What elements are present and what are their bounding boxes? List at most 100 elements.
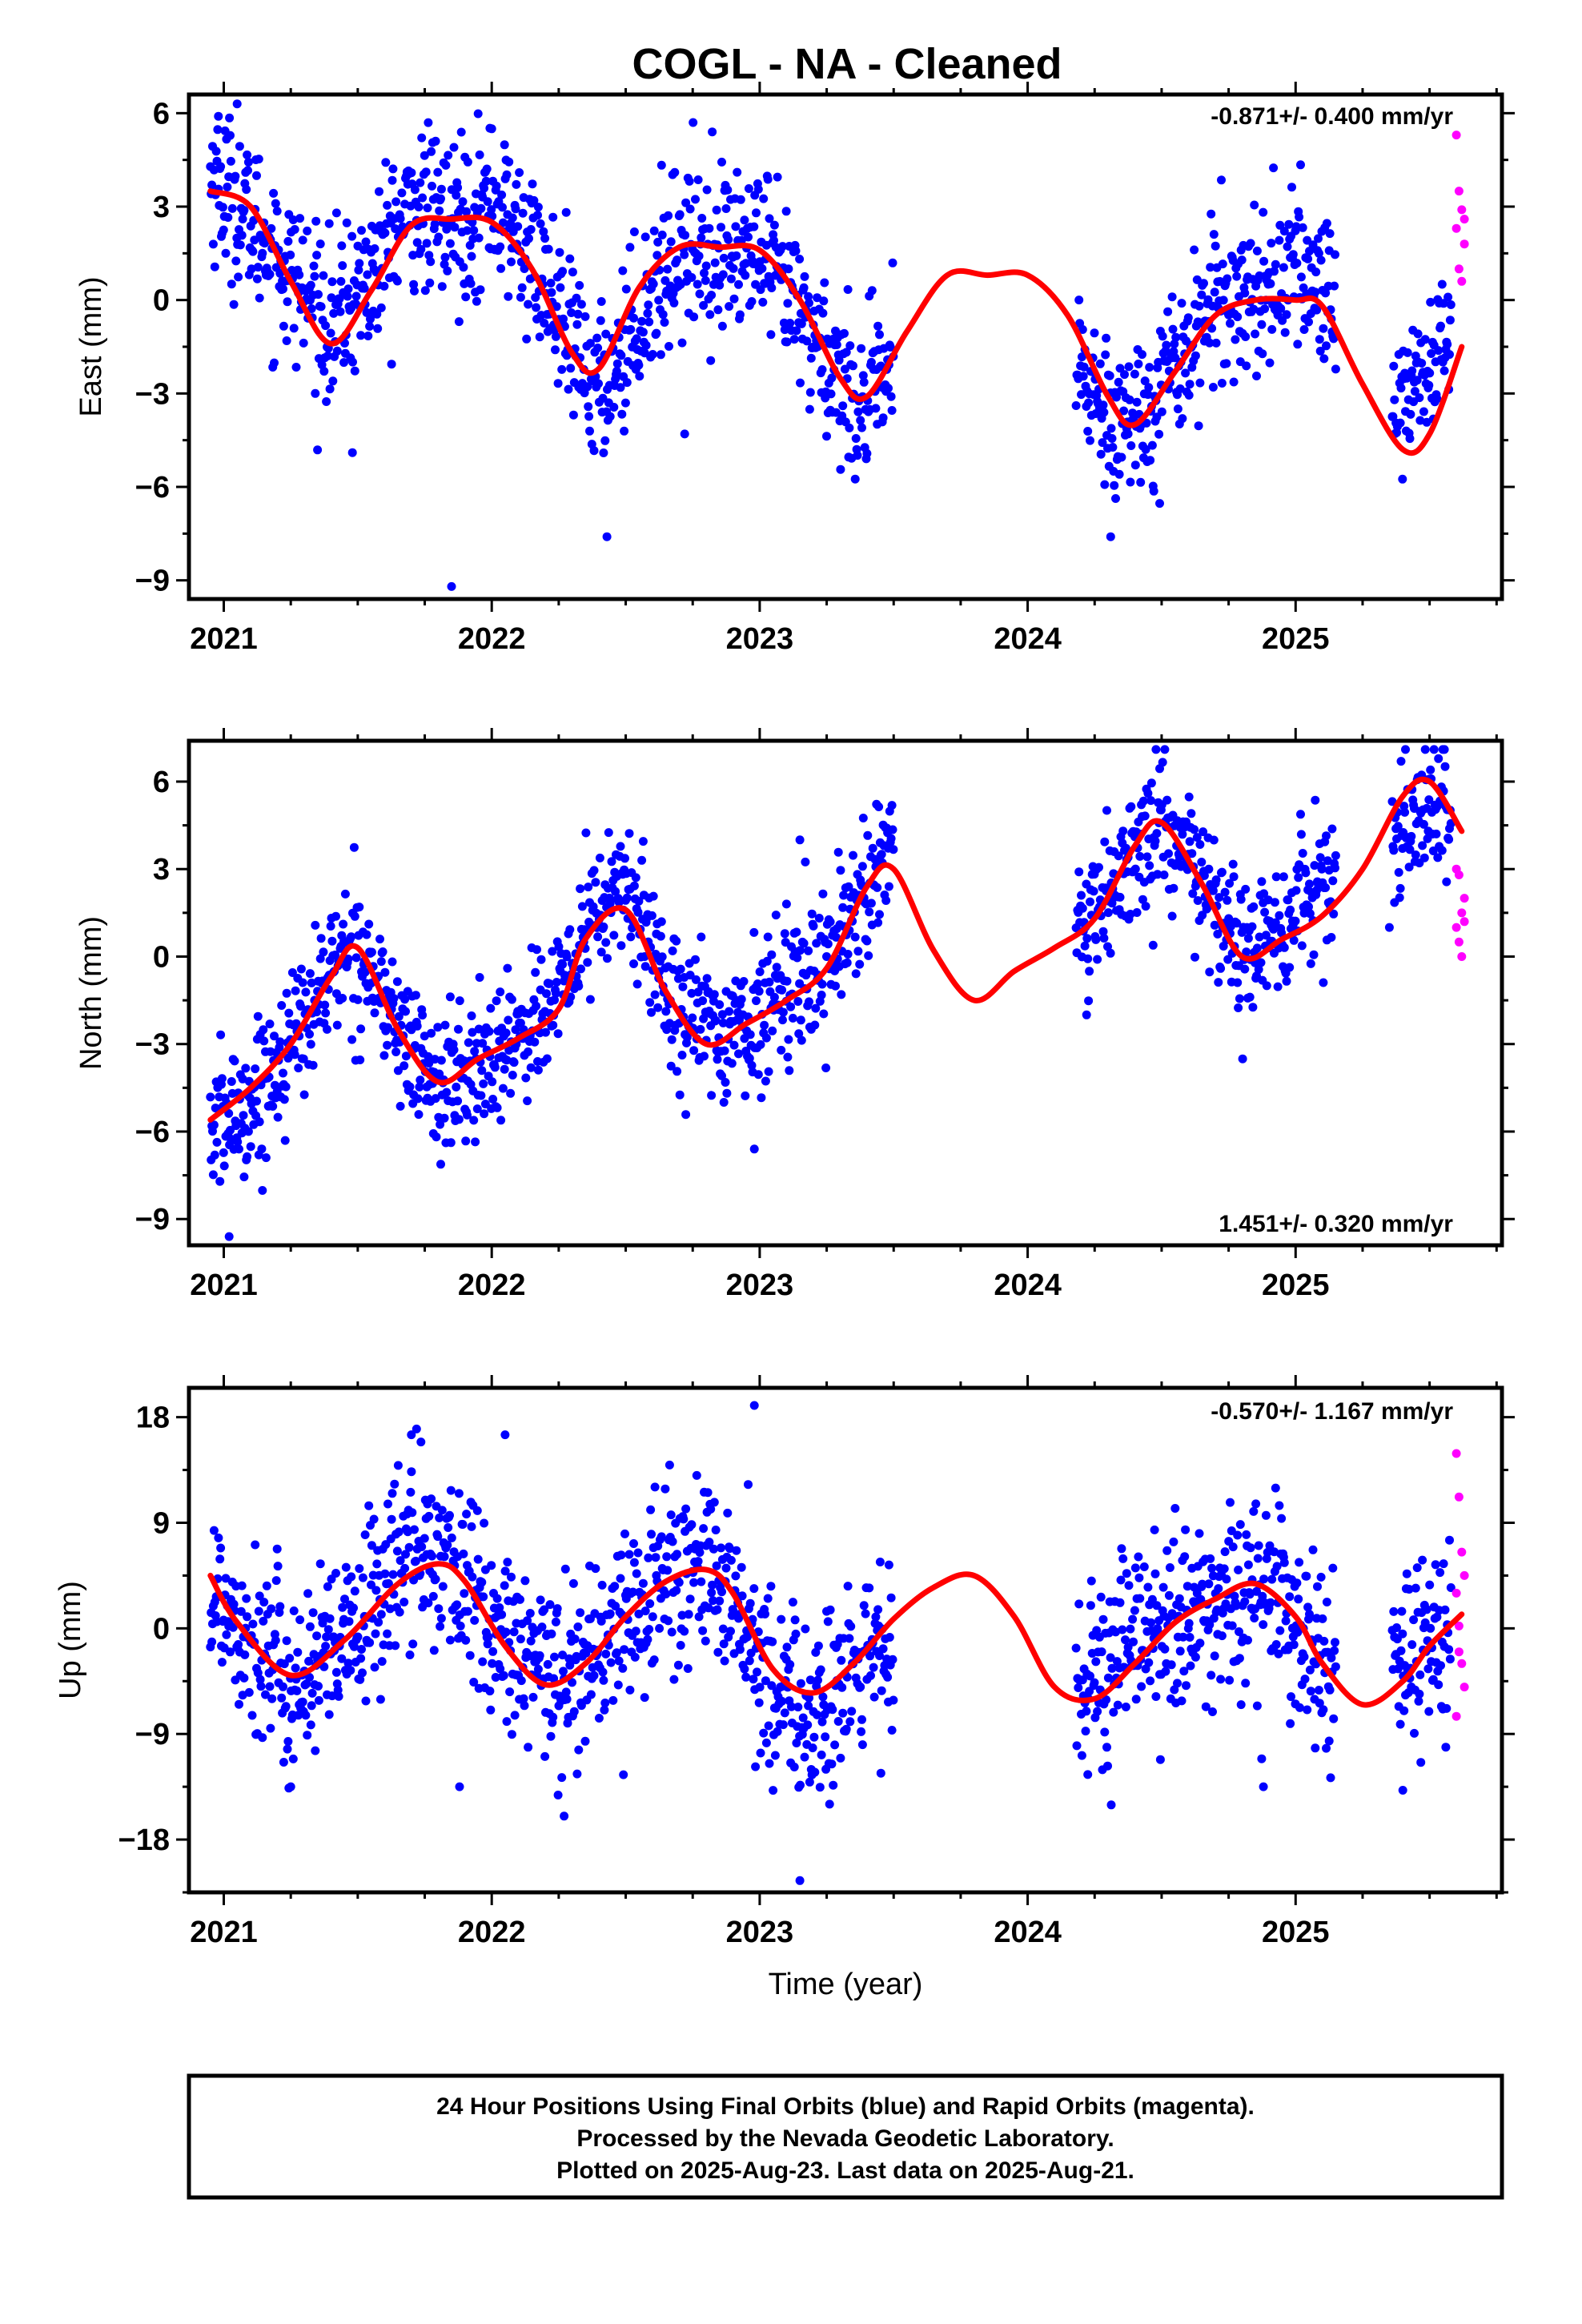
east-outlier-point [347,448,357,457]
up-y-tick-label: 9 [153,1506,170,1540]
north-point [1331,850,1340,860]
east-point [718,270,728,279]
east-point [1242,361,1251,371]
east-point [1303,254,1313,263]
east-point [612,367,621,376]
north-point [282,988,291,998]
north-point [1077,891,1086,900]
east-point [1071,401,1081,410]
up-point [1227,1621,1237,1630]
east-point [548,212,558,222]
north-point [1291,886,1301,895]
north-point [769,992,779,1002]
up-point [488,1647,498,1656]
up-point [1398,1629,1407,1638]
east-point [312,251,322,260]
up-point [827,1759,837,1769]
north-point [696,1024,705,1034]
east-point [1249,304,1259,314]
north-point [755,967,765,976]
up-scatter-points [206,1401,1456,1885]
east-point [1420,335,1430,344]
north-point [666,1061,676,1071]
north-point [453,1096,463,1106]
north-point [469,1116,479,1125]
north-point [833,847,843,857]
up-point [1091,1657,1101,1667]
north-point [1248,1003,1258,1012]
east-rapid-points [1452,131,1469,286]
north-outlier-point [224,1232,234,1241]
up-point [261,1690,270,1699]
up-point [1233,1530,1243,1540]
east-point [689,118,698,127]
east-point [618,266,628,275]
east-point [424,118,433,127]
north-point [350,911,359,921]
up-point [1106,1800,1116,1810]
up-point [1306,1687,1315,1696]
north-point [1216,963,1226,973]
north-point [753,979,762,988]
north-point [464,1038,473,1047]
east-point [379,281,389,291]
north-point [793,953,802,963]
up-point [349,1642,359,1651]
up-rapid-point [1457,1547,1467,1557]
east-point [481,176,491,186]
north-point [1401,745,1410,754]
east-point [412,238,422,247]
north-point [486,1003,496,1013]
up-point [497,1610,507,1619]
up-point [305,1622,315,1631]
up-point [1289,1640,1299,1650]
up-point [709,1544,718,1554]
up-point [477,1578,487,1587]
up-point [1206,1554,1215,1563]
up-point [1225,1675,1235,1685]
east-point [307,304,316,313]
east-point [348,357,357,367]
north-point [1405,845,1415,854]
north-point [524,1047,533,1056]
up-point [875,1651,884,1660]
up-point [465,1651,475,1660]
east-point [735,310,745,320]
east-point [689,312,699,322]
east-point [596,297,606,306]
up-point [388,1570,398,1579]
up-point [1106,1653,1115,1663]
east-point [339,358,348,368]
north-point [532,1001,541,1011]
north-point [719,1098,729,1107]
east-point [507,257,516,267]
east-point [592,333,602,343]
east-point [1259,207,1268,217]
east-point [789,335,799,344]
north-y-axis-label: North (mm) [74,916,108,1070]
up-point [387,1489,397,1498]
up-point [1161,1667,1170,1676]
north-point [850,932,860,942]
east-point [1407,366,1417,376]
north-point [697,932,706,942]
north-point [235,1144,243,1154]
east-point [1090,328,1099,338]
north-point [648,891,658,901]
up-point [1254,1541,1263,1550]
north-point [468,1027,477,1037]
up-point [569,1707,579,1716]
east-point [759,194,769,203]
up-point [394,1527,404,1537]
north-point [595,853,604,862]
north-point [542,1054,552,1063]
east-point [1405,434,1415,444]
east-point [1138,350,1146,360]
up-point [679,1514,689,1524]
north-point [817,979,827,989]
up-model-curve [207,1561,1465,1708]
east-point [1154,429,1164,439]
up-point [267,1604,276,1614]
east-point [396,214,405,223]
up-point [613,1680,623,1690]
